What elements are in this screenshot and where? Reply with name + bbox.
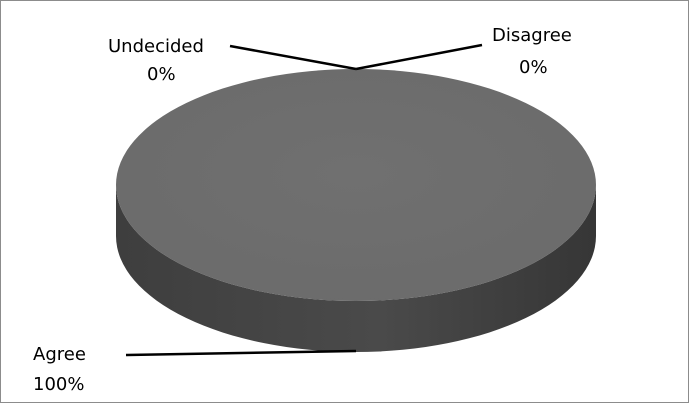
leader-line-undecided <box>229 44 357 71</box>
slice-value-agree: 100% <box>33 374 84 395</box>
slice-label-disagree: Disagree <box>492 25 572 46</box>
slice-value-undecided: 0% <box>147 64 176 85</box>
slice-label-agree: Agree <box>33 344 86 365</box>
leader-line-disagree <box>355 43 483 71</box>
leader-line-agree <box>125 349 357 357</box>
slice-value-disagree: 0% <box>519 57 548 78</box>
pie-slice-agree-side <box>116 185 596 352</box>
slice-label-undecided: Undecided <box>108 36 204 57</box>
pie-slice-agree <box>116 69 596 301</box>
